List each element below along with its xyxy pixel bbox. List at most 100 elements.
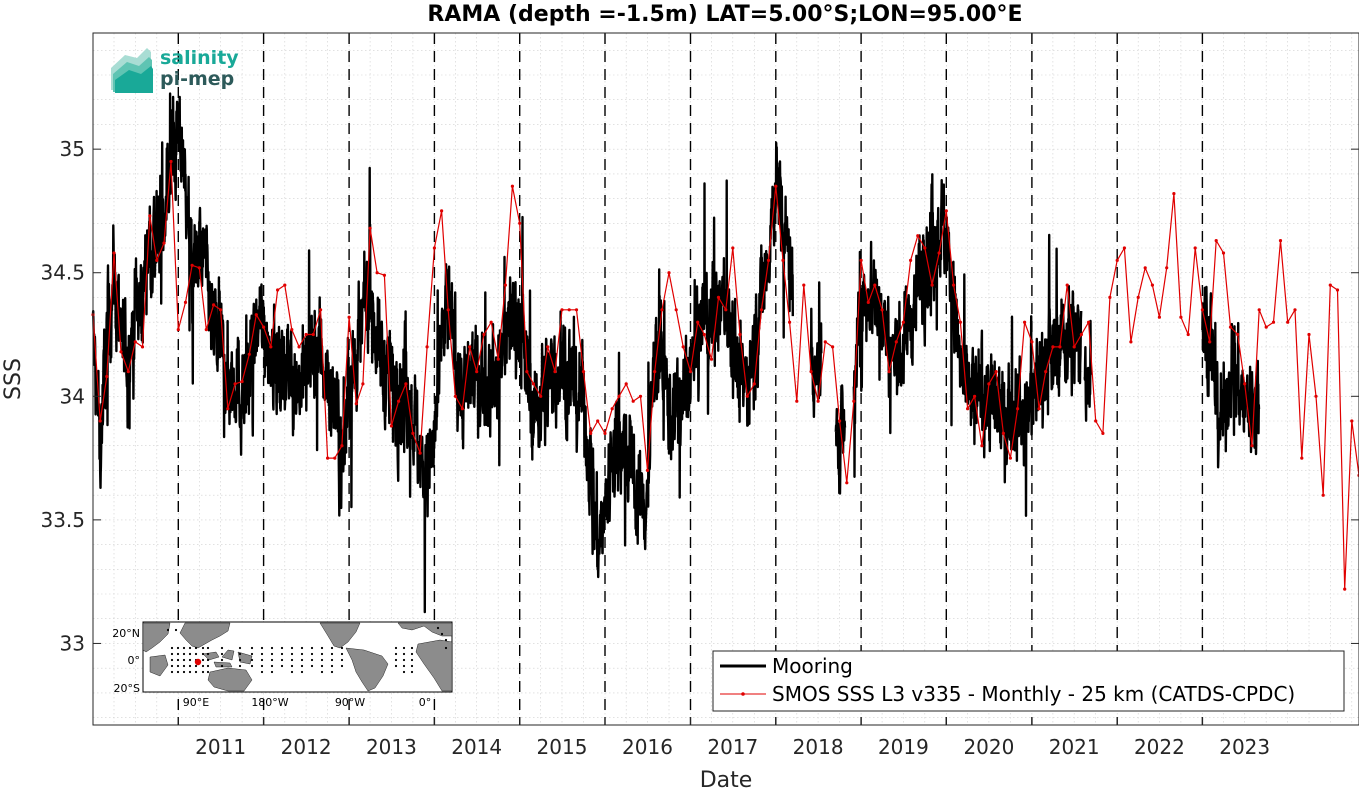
smos-point <box>1243 382 1247 386</box>
inset-buoy-dot <box>250 646 254 650</box>
smos-point <box>475 370 479 374</box>
smos-point <box>788 320 792 324</box>
x-tick-label: 2017 <box>707 735 758 759</box>
inset-buoy-dot <box>206 670 210 674</box>
plot-frame <box>92 32 1359 726</box>
inset-buoy-dot <box>410 652 414 656</box>
smos-point <box>1001 431 1006 435</box>
inset-buoy-dot <box>410 658 414 662</box>
smos-point <box>311 332 315 337</box>
inset-buoy-dot <box>320 670 324 674</box>
inset-buoy-dot <box>174 628 178 632</box>
inset-buoy-dot <box>188 658 192 662</box>
year-boundary-lines <box>177 33 1204 725</box>
smos-point <box>581 370 586 374</box>
inset-buoy-dot <box>402 670 406 674</box>
smos-point <box>681 345 685 349</box>
smos-point <box>901 320 906 324</box>
smos-point <box>1236 332 1240 337</box>
inset-lat-label-0: 0° <box>128 654 141 667</box>
smos-point <box>802 283 806 287</box>
inset-buoy-dot <box>188 670 192 674</box>
smos-point <box>240 379 244 384</box>
smos-point <box>724 308 728 312</box>
smos-point <box>638 394 643 398</box>
inset-buoy-dot <box>182 670 186 674</box>
smos-point <box>425 345 429 349</box>
y-tick-label: 35 <box>60 137 85 161</box>
inset-buoy-dot <box>330 664 334 668</box>
smos-point <box>496 357 500 361</box>
inset-buoy-dot <box>194 646 198 650</box>
smos-point <box>1314 394 1318 398</box>
inset-buoy-dot <box>220 652 224 656</box>
inset-buoy-dot <box>260 658 264 662</box>
legend-box <box>712 650 1345 712</box>
smos-point <box>774 184 778 188</box>
smos-point <box>1328 283 1332 287</box>
smos-point <box>944 209 948 213</box>
inset-buoy-dot <box>320 664 324 668</box>
inset-buoy-dot <box>280 646 284 650</box>
x-tick-label: 2023 <box>1219 735 1270 759</box>
smos-point <box>574 308 579 312</box>
x-tick-label: 2014 <box>451 735 502 759</box>
smos-point <box>1087 320 1091 324</box>
smos-point <box>262 325 266 329</box>
smos-point <box>973 394 977 398</box>
smos-point <box>119 350 123 354</box>
smos-point <box>531 382 536 386</box>
inset-buoy-dot <box>340 658 344 662</box>
inset-buoy-dot <box>260 652 264 656</box>
smos-point <box>1193 246 1197 250</box>
smos-point <box>1300 456 1304 460</box>
inset-buoy-dot <box>250 658 254 662</box>
smos-point <box>440 209 444 213</box>
smos-point <box>589 431 593 435</box>
smos-point <box>631 399 635 403</box>
smos-point <box>738 332 742 337</box>
inset-buoy-dot <box>206 658 210 662</box>
inset-buoy-dot <box>330 658 334 662</box>
x-axis-label: Date <box>700 768 753 790</box>
chart-title: RAMA (depth =-1.5m) LAT=5.00°S;LON=95.00… <box>427 2 1022 27</box>
smos-point <box>831 345 835 349</box>
smos-point <box>1143 266 1147 270</box>
smos-point <box>368 226 372 230</box>
inset-buoy-dot <box>320 658 324 662</box>
x-tick-label: 2015 <box>537 735 588 759</box>
smos-point <box>333 456 337 460</box>
smos-point <box>766 258 771 262</box>
smos-point <box>126 370 130 374</box>
smos-point <box>838 419 842 423</box>
y-tick-label: 34.5 <box>40 261 85 285</box>
x-tick-label: 2012 <box>281 735 332 759</box>
inset-map: 20°N 0° 20°S 90°E 180°W 90°W 0° <box>112 621 453 709</box>
smos-point <box>375 271 379 275</box>
smos-point <box>1221 251 1226 255</box>
inset-buoy-dot <box>176 670 180 674</box>
mooring-line-segment <box>1201 285 1261 469</box>
smos-point <box>1101 431 1105 435</box>
smos-point <box>1136 295 1140 299</box>
inset-buoy-dot <box>170 652 174 656</box>
smos-point <box>1058 345 1062 349</box>
inset-buoy-dot <box>394 652 398 656</box>
smos-point <box>752 382 756 386</box>
smos-point <box>603 431 607 435</box>
smos-point <box>709 357 714 361</box>
smos-point <box>432 246 436 250</box>
smos-point <box>1016 407 1020 411</box>
inset-buoy-dot <box>320 652 324 656</box>
inset-buoy-dot <box>310 664 314 668</box>
inset-buoy-dot <box>280 658 284 662</box>
smos-point <box>916 234 920 238</box>
smos-point <box>1335 288 1340 292</box>
smos-point <box>674 308 678 312</box>
inset-buoy-dot <box>290 658 294 662</box>
smos-point <box>169 159 173 164</box>
smos-point <box>880 308 884 312</box>
smos-point <box>397 399 401 403</box>
inset-buoy-dot <box>300 652 304 656</box>
smos-point <box>1115 258 1119 262</box>
